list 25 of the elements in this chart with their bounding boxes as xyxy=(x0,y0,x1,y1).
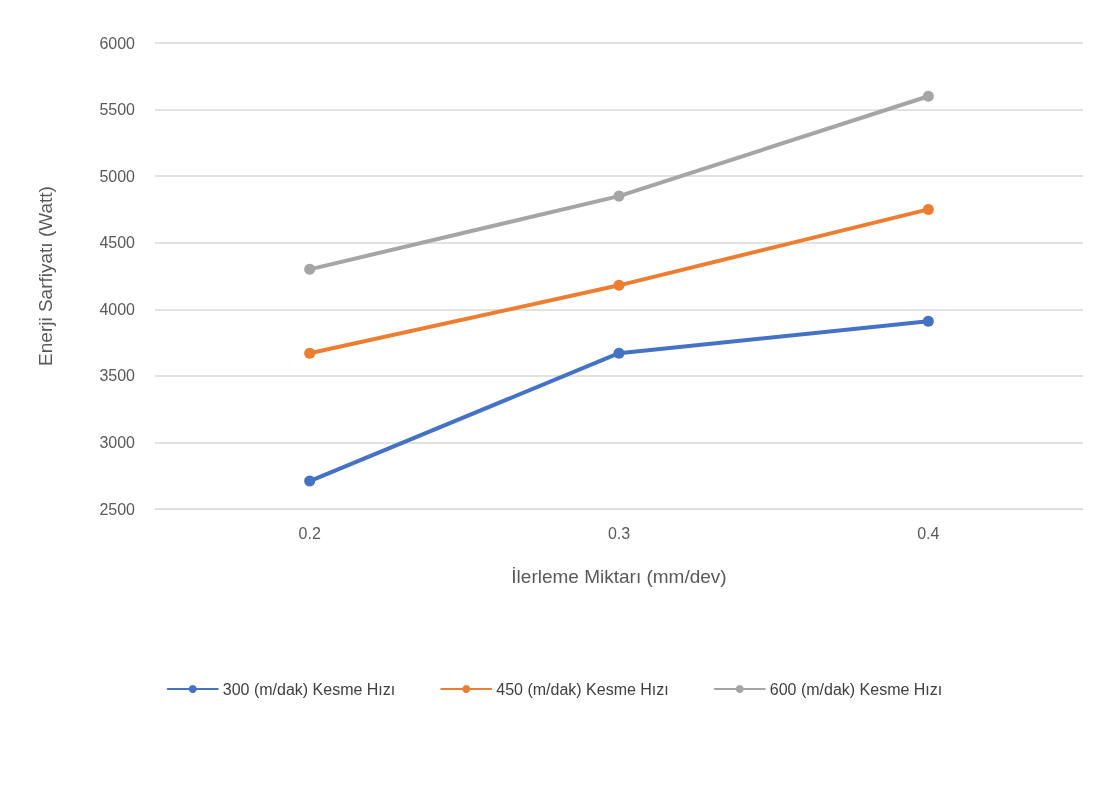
y-tick-label: 4500 xyxy=(99,234,136,252)
point xyxy=(613,279,625,291)
y-tick-label: 3000 xyxy=(99,433,136,451)
legend-label: 600 (m/dak) Kesme Hızı xyxy=(769,680,943,698)
point xyxy=(304,475,316,487)
y-tick-label: 5500 xyxy=(99,101,136,119)
point xyxy=(304,347,316,359)
y-tick-label: 6000 xyxy=(99,34,136,52)
x-axis-title: İlerleme Miktarı (mm/dev) xyxy=(511,566,727,587)
point xyxy=(613,190,625,202)
y-tick-label: 5000 xyxy=(99,167,136,185)
point xyxy=(304,263,316,275)
x-tick-label: 0.3 xyxy=(607,524,631,542)
point xyxy=(922,203,934,215)
point xyxy=(922,90,934,102)
x-tick-label: 0.2 xyxy=(298,524,321,542)
y-tick-label: 2500 xyxy=(99,500,136,518)
point xyxy=(613,347,625,359)
point xyxy=(922,315,934,327)
y-tick-label: 4000 xyxy=(99,300,136,318)
legend-label: 300 (m/dak) Kesme Hızı xyxy=(222,680,396,698)
legend-label: 450 (m/dak) Kesme Hızı xyxy=(496,680,669,698)
y-tick-label: 3500 xyxy=(99,367,136,385)
y-axis-title: Enerji Sarfiyatı (Watt) xyxy=(35,186,56,366)
x-tick-label: 0.4 xyxy=(917,524,940,542)
